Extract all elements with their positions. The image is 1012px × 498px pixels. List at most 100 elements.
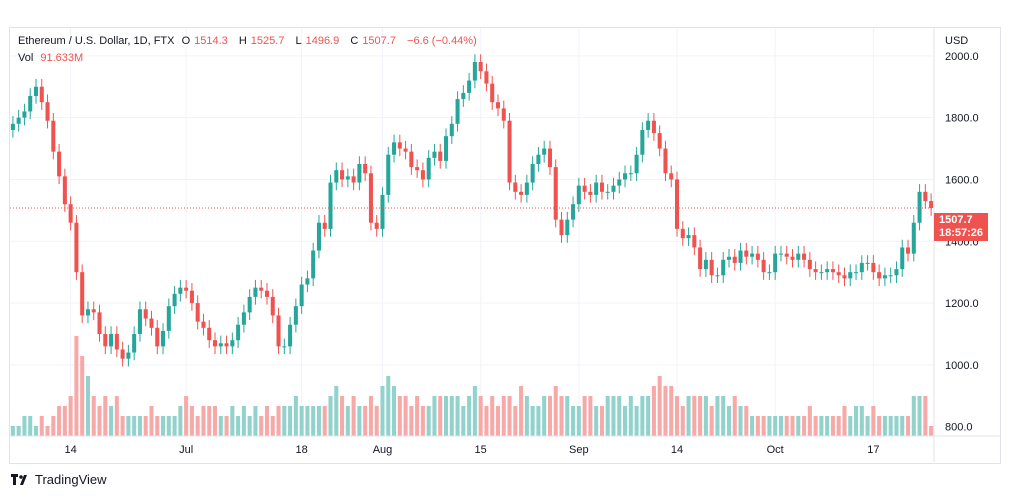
candle-body	[305, 278, 310, 285]
candle-body	[894, 269, 899, 276]
candle-body	[120, 349, 125, 359]
candle-body	[39, 86, 44, 103]
candle-body	[236, 324, 241, 341]
candle-body	[565, 219, 570, 236]
candle-body	[888, 275, 893, 277]
volume-bar	[166, 416, 171, 436]
candle-body	[854, 272, 859, 274]
candle-body	[345, 176, 350, 180]
volume-bar	[392, 386, 397, 436]
candle-body	[571, 204, 576, 220]
candle-body	[721, 259, 726, 276]
candle-body	[409, 151, 414, 168]
low-value: L 1496.9	[295, 35, 340, 47]
volume-bar	[461, 406, 466, 436]
volume-bar	[155, 416, 160, 436]
x-tick-label: 14	[65, 444, 77, 456]
candle-body	[155, 327, 160, 347]
volume-bar	[726, 406, 732, 436]
candle-body	[553, 167, 558, 220]
candle-body	[623, 173, 628, 180]
volume-bar	[825, 416, 830, 436]
candle-body	[126, 352, 131, 359]
volume-bar	[686, 396, 691, 436]
volume-bar	[472, 386, 477, 436]
candle-body	[807, 259, 812, 270]
tradingview-brand[interactable]: TradingView	[11, 472, 107, 487]
volume-bar	[865, 416, 870, 436]
candle-body	[137, 309, 142, 334]
x-tick-label: Oct	[767, 444, 784, 456]
volume-bar	[467, 396, 472, 436]
candle-body	[195, 303, 200, 322]
volume-bar	[807, 406, 812, 436]
brand-name: TradingView	[35, 472, 107, 487]
currency-label: USD	[945, 35, 968, 47]
candle-body	[264, 290, 270, 297]
volume-bar	[900, 416, 905, 436]
candle-body	[103, 334, 108, 347]
volume-bar	[299, 406, 304, 436]
volume-bar	[253, 406, 258, 436]
candle-body	[426, 157, 431, 180]
volume-bar	[57, 406, 62, 436]
candle-body	[57, 151, 62, 177]
volume-bar	[611, 396, 616, 436]
volume-bar	[195, 416, 200, 436]
candle-body	[449, 123, 454, 137]
candle-body	[334, 170, 339, 183]
candle-body	[634, 154, 639, 174]
candle-body	[189, 290, 194, 304]
candle-body	[253, 287, 258, 297]
candle-body	[819, 272, 824, 274]
volume-bar	[120, 416, 125, 436]
close-value: C 1507.7	[350, 35, 396, 47]
volume-bar	[149, 406, 154, 436]
volume-bar	[126, 416, 131, 436]
volume-bar	[842, 406, 847, 436]
volume-bar	[380, 386, 385, 436]
candle-body	[825, 269, 830, 273]
candle-body	[726, 256, 732, 260]
volume-bar	[894, 416, 899, 436]
volume-bar	[374, 406, 379, 436]
volume-bar	[420, 406, 425, 436]
volume-bar	[623, 406, 628, 436]
volume-bar	[819, 416, 824, 436]
volume-bar	[91, 396, 96, 436]
candle-body	[674, 179, 680, 229]
volume-bar	[212, 406, 218, 436]
candle-body	[478, 62, 483, 72]
candle-body	[322, 222, 327, 229]
candle-body	[282, 346, 287, 348]
volume-bar	[628, 396, 633, 436]
candle-body	[640, 130, 645, 155]
candle-body	[796, 253, 801, 260]
volume-bar	[288, 406, 293, 436]
chart-frame[interactable]	[9, 27, 1001, 464]
volume-bar	[755, 416, 760, 436]
volume-bar	[282, 406, 287, 436]
candle-body	[501, 108, 506, 121]
candle-body	[703, 259, 708, 270]
candle-body	[692, 235, 697, 248]
x-tick-label: 18	[296, 444, 308, 456]
candle-body	[132, 334, 137, 353]
candle-body	[288, 324, 293, 347]
candle-body	[143, 309, 148, 319]
candle-body	[732, 256, 737, 263]
volume-bar	[495, 406, 501, 436]
volume-bar	[490, 396, 495, 436]
candle-body	[836, 272, 841, 276]
candle-body	[686, 235, 691, 239]
volume-bar	[703, 396, 708, 436]
candle-body	[802, 253, 807, 260]
volume-bar	[669, 386, 674, 436]
symbol-title: Ethereum / U.S. Dollar, 1D, FTX	[18, 35, 175, 47]
change-value: −6.6 (−0.44%)	[407, 35, 477, 47]
candle-body	[380, 194, 385, 229]
y-tick-label: 2000.0	[945, 51, 979, 63]
volume-bar	[854, 406, 859, 436]
candle-body	[905, 247, 911, 254]
